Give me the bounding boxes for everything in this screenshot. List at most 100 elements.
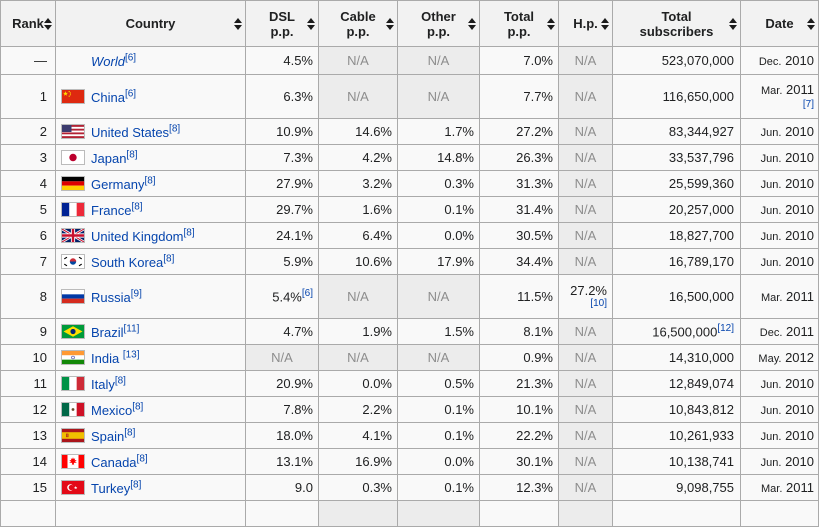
ref-link[interactable]: [9]	[130, 288, 142, 300]
cable-cell	[318, 500, 398, 527]
cable-cell: 1.6%	[318, 196, 398, 223]
column-header-dsl[interactable]: DSL p.p.	[245, 0, 319, 47]
rank-cell: 13	[0, 422, 56, 449]
subscribers-cell: 18,827,700	[612, 222, 741, 249]
hp-cell: N/A	[558, 74, 613, 119]
ref-link[interactable]: [7]	[802, 99, 814, 110]
country-cell: United Kingdom[8]	[55, 222, 246, 249]
total-pp-cell: 12.3%	[479, 474, 559, 501]
country-link[interactable]: Russia	[91, 289, 131, 305]
dsl-cell: 18.0%	[245, 422, 319, 449]
ref-link[interactable]: [6]	[124, 52, 137, 64]
date-month: Mar.	[761, 483, 783, 495]
sort-icon	[468, 17, 476, 30]
ref-link[interactable]: [8]	[132, 401, 144, 413]
country-link[interactable]: Brazil	[91, 324, 124, 340]
column-header-date[interactable]: Date	[740, 0, 819, 47]
dsl-cell: 10.9%	[245, 118, 319, 145]
hp-cell: N/A	[558, 344, 613, 371]
ref-link[interactable]: [8]	[169, 123, 181, 135]
flag-spain-icon	[61, 427, 85, 443]
ref-link[interactable]: [13]	[122, 349, 140, 361]
ref-link[interactable]: [8]	[114, 375, 126, 387]
country-link[interactable]: Japan	[91, 150, 127, 166]
table-row: 10 India [13] N/A N/A N/A 0.9% N/A 14,310,000 Ma…	[0, 344, 819, 371]
column-header-cable[interactable]: Cable p.p.	[318, 0, 398, 47]
ref-link[interactable]: [8]	[144, 175, 156, 187]
table-row: 11 Italy[8] 20.9% 0.0% 0.5% 21.3% N/A 12,849,07…	[0, 370, 819, 397]
table-row: 2 United States[8] 10.9% 14.6% 1.7% 27.2% N/A 8…	[0, 118, 819, 145]
country-link[interactable]: Germany	[91, 176, 145, 192]
flag-united-kingdom-icon	[61, 227, 85, 243]
column-header-country[interactable]: Country	[55, 0, 246, 47]
column-header-hp[interactable]: H.p.	[558, 0, 613, 47]
country-link[interactable]: France	[91, 202, 132, 218]
country-link[interactable]: China	[91, 89, 125, 105]
table-row: 13 Spain[8] 18.0% 4.1% 0.1% 22.2% N/A 10,261,93…	[0, 422, 819, 449]
ref-link[interactable]: [8]	[131, 201, 143, 213]
table-row: 15 Turkey[8] 9.0 0.3% 0.1% 12.3% N/A 9,098,755 M…	[0, 474, 819, 501]
date-month: Mar.	[761, 85, 783, 97]
ref-link[interactable]: [8]	[124, 427, 136, 439]
dsl-cell: 4.7%	[245, 318, 319, 345]
other-cell: 14.8%	[397, 144, 480, 171]
column-header-total-pp[interactable]: Total p.p.	[479, 0, 559, 47]
date-cell	[740, 500, 819, 527]
ref-link[interactable]: [10]	[590, 298, 607, 309]
ref-link[interactable]: [8]	[126, 149, 138, 161]
flag-russia-icon	[61, 288, 85, 304]
country-link[interactable]: United States	[91, 124, 170, 140]
dsl-cell: 20.9%	[245, 370, 319, 397]
total-pp-cell: 11.5%	[479, 274, 559, 319]
cable-cell: N/A	[318, 74, 398, 119]
other-cell: 0.1%	[397, 474, 480, 501]
column-header-total-subscribers[interactable]: Total subscribers	[612, 0, 741, 47]
rank-cell: —	[0, 46, 56, 75]
ref-link[interactable]: [8]	[163, 253, 175, 265]
dsl-cell: 27.9%	[245, 170, 319, 197]
table-row: 4 Germany[8] 27.9% 3.2% 0.3% 31.3% N/A 25,599,3…	[0, 170, 819, 197]
rank-cell	[0, 500, 56, 527]
country-link[interactable]: Italy	[91, 376, 115, 392]
ref-link[interactable]: [11]	[123, 323, 140, 335]
other-cell: N/A	[397, 274, 480, 319]
subscribers-cell: 116,650,000	[612, 74, 741, 119]
flag-france-icon	[61, 201, 85, 217]
ref-link[interactable]: [8]	[130, 479, 142, 491]
date-month: Dec.	[758, 56, 782, 68]
country-link[interactable]: Turkey	[91, 480, 131, 496]
ref-link[interactable]: [6]	[301, 287, 313, 299]
country-cell: South Korea[8]	[55, 248, 246, 275]
flag-united-states-icon	[61, 123, 85, 139]
ref-link[interactable]: [8]	[136, 453, 148, 465]
country-link[interactable]: Mexico	[91, 402, 133, 418]
date-month: Jun.	[760, 431, 782, 443]
partial-row	[0, 500, 819, 527]
column-label: Total	[661, 8, 692, 24]
subscribers-cell: 16,789,170	[612, 248, 741, 275]
column-header-rank[interactable]: Rank	[0, 0, 56, 47]
subscribers-cell	[612, 500, 741, 527]
country-link[interactable]: Spain	[91, 428, 125, 444]
country-link[interactable]: Canada	[91, 454, 137, 470]
subscribers-cell: 14,310,000	[612, 344, 741, 371]
country-link[interactable]: South Korea	[91, 254, 164, 270]
total-pp-cell: 0.9%	[479, 344, 559, 371]
country-link[interactable]: United Kingdom	[91, 228, 184, 244]
country-link[interactable]: World	[91, 53, 125, 69]
column-header-other[interactable]: Other p.p.	[397, 0, 480, 47]
cable-cell: 2.2%	[318, 396, 398, 423]
ref-link[interactable]: [8]	[183, 227, 195, 239]
hp-cell: 27.2% [10]	[558, 274, 613, 319]
subscribers-cell: 10,261,933	[612, 422, 741, 449]
date-cell: Jun. 2010	[740, 118, 819, 145]
ref-link[interactable]: [12]	[717, 322, 734, 334]
date-cell: Jun. 2010	[740, 370, 819, 397]
ref-link[interactable]: [6]	[124, 88, 137, 100]
country-link[interactable]: India	[91, 350, 120, 366]
date-year: 2011	[786, 289, 814, 304]
total-pp-cell: 7.0%	[479, 46, 559, 75]
hp-cell: N/A	[558, 196, 613, 223]
other-cell: N/A	[397, 46, 480, 75]
